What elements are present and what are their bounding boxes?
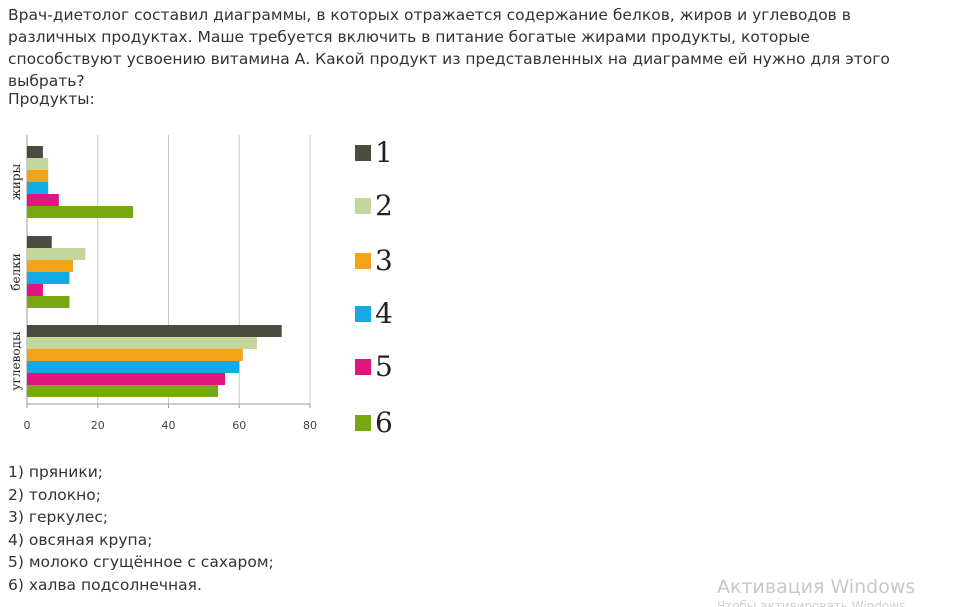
legend-swatch [355,145,371,161]
bar-белки-series-5 [27,284,43,296]
option-5: 5) молоко сгущённое с сахаром; [8,553,274,571]
legend-swatch [355,415,371,431]
category-label-жиры: жиры [9,163,23,200]
legend-label: 3 [375,244,393,277]
products-label: Продукты: [8,90,95,108]
bar-белки-series-6 [27,296,70,308]
question-text: Врач-диетолог составил диаграммы, в кото… [8,6,890,90]
bar-жиры-series-5 [27,194,59,206]
option-6: 6) халва подсолнечная. [8,575,202,594]
category-label-углеводы: углеводы [9,331,23,390]
legend-item-3: 3 [355,241,393,281]
bar-углеводы-series-2 [27,337,257,349]
x-tick-label: 0 [24,419,31,432]
legend-swatch [355,253,371,269]
nutrition-bar-chart: 0 20 40 60 80 жиры белки углеводы [9,135,317,432]
legend-label: 5 [375,350,393,383]
bar-белки-series-2 [27,248,86,260]
bar-углеводы-series-3 [27,349,243,361]
option-3: 3) геркулес; [8,508,109,526]
legend-item-4: 4 [355,294,393,334]
legend-label: 1 [375,136,393,169]
legend-label: 2 [375,189,393,222]
legend-item-5: 5 [355,347,393,387]
bar-углеводы-series-4 [27,361,240,373]
bar-жиры-series-6 [27,206,134,218]
bar-белки-series-1 [27,236,52,248]
answer-options: 1) пряники; 2) толокно; 3) геркулес; 4) … [8,461,274,596]
legend-label: 6 [375,406,393,439]
bar-углеводы-series-1 [27,325,282,337]
windows-activation-subtext: Чтобы активировать Windows [717,599,906,607]
windows-activation-watermark: Активация Windows [717,576,916,598]
legend-swatch [355,359,371,375]
option-1: 1) пряники; [8,463,103,481]
bar-белки-series-3 [27,260,73,272]
bar-жиры-series-1 [27,146,43,158]
legend-label: 4 [375,297,393,330]
bar-жиры-series-4 [27,182,49,194]
bar-жиры-series-2 [27,158,49,170]
x-tick-label: 60 [232,419,246,432]
bar-углеводы-series-6 [27,385,219,397]
bar-углеводы-series-5 [27,373,226,385]
option-4: 4) овсяная крупа; [8,530,153,549]
x-tick-label: 20 [91,419,105,432]
legend-item-6: 6 [355,403,393,443]
category-label-белки: белки [9,253,23,290]
legend-item-2: 2 [355,186,393,226]
legend-item-1: 1 [355,133,393,173]
bar-жиры-series-3 [27,170,49,182]
x-tick-label: 80 [303,419,317,432]
bar-белки-series-4 [27,272,70,284]
option-2: 2) толокно; [8,485,101,504]
legend-swatch [355,198,371,214]
legend-swatch [355,306,371,322]
x-tick-label: 40 [162,419,176,432]
